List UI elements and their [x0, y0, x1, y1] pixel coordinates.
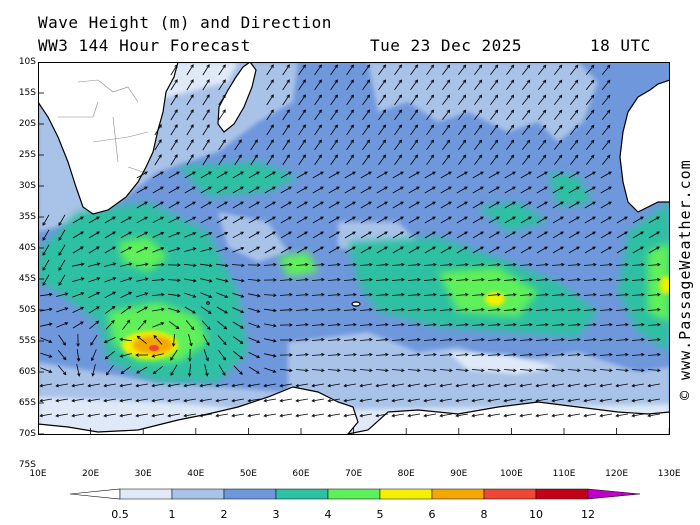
legend-label: 0.5: [111, 508, 129, 521]
lat-label: 70S: [18, 429, 36, 439]
title-line-1: Wave Height (m) and Direction: [38, 13, 332, 32]
legend-swatch: [483, 488, 537, 500]
legend-label: 4: [324, 508, 332, 521]
legend-low-arrow: [69, 488, 121, 500]
map-frame: [38, 62, 670, 435]
lon-label: 130E: [657, 469, 681, 479]
lat-label: 15S: [18, 88, 36, 98]
legend-label: 3: [272, 508, 280, 521]
legend-label: 5: [376, 508, 384, 521]
legend-swatch: [171, 488, 225, 500]
lat-label: 35S: [18, 212, 36, 222]
lon-label: 70E: [345, 469, 363, 479]
crozet-island: [206, 301, 210, 305]
legend-swatch: [119, 488, 173, 500]
landmasses: [38, 62, 670, 435]
lat-label: 50S: [18, 305, 36, 315]
wave-band-8-10m: [149, 345, 159, 351]
legend-swatch: [327, 488, 381, 500]
wave-band-6-8m: [133, 336, 173, 354]
lon-label: 60E: [292, 469, 310, 479]
legend-swatch: [431, 488, 485, 500]
lat-label: 10S: [18, 57, 36, 67]
legend-swatch: [223, 488, 277, 500]
color-legend: [69, 488, 640, 500]
lon-label: 10E: [29, 469, 47, 479]
lon-label: 30E: [134, 469, 152, 479]
lat-label: 55S: [18, 336, 36, 346]
lat-label: 75S: [18, 460, 36, 470]
lat-label: 30S: [18, 181, 36, 191]
legend-swatch: [379, 488, 433, 500]
lon-label: 100E: [499, 469, 523, 479]
kerguelen-island: [351, 301, 361, 307]
lat-label: 60S: [18, 367, 36, 377]
legend-label: 2: [220, 508, 228, 521]
antarctica-land: [38, 386, 670, 435]
legend-swatch: [535, 488, 589, 500]
wave-direction-arrows: [39, 64, 661, 418]
forecast-time: 18 UTC: [590, 36, 651, 55]
lon-label: 90E: [450, 469, 468, 479]
lon-label: 40E: [187, 469, 205, 479]
country-borders: [58, 79, 149, 173]
credit-text: © www.PassageWeather.com: [676, 159, 694, 400]
lon-label: 120E: [605, 469, 629, 479]
legend-label: 6: [428, 508, 436, 521]
lat-label: 25S: [18, 150, 36, 160]
wave-height-map: [38, 62, 670, 435]
lon-label: 110E: [552, 469, 576, 479]
madagascar-land: [217, 62, 257, 133]
title-line-2: WW3 144 Hour Forecast: [38, 36, 251, 55]
lat-label: 20S: [18, 119, 36, 129]
lon-label: 50E: [239, 469, 257, 479]
legend-label: 12: [581, 508, 595, 521]
lon-label: 80E: [397, 469, 415, 479]
lat-label: 40S: [18, 243, 36, 253]
map-canvas: [38, 62, 670, 435]
legend-label: 8: [480, 508, 488, 521]
lat-label: 65S: [18, 398, 36, 408]
lon-label: 20E: [82, 469, 100, 479]
australia-land: [619, 79, 670, 213]
forecast-date: Tue 23 Dec 2025: [370, 36, 522, 55]
legend-label: 10: [529, 508, 543, 521]
lat-label: 45S: [18, 274, 36, 284]
africa-land: [38, 62, 179, 215]
legend-high-arrow: [587, 488, 640, 500]
legend-label: 1: [168, 508, 176, 521]
legend-swatch: [275, 488, 329, 500]
